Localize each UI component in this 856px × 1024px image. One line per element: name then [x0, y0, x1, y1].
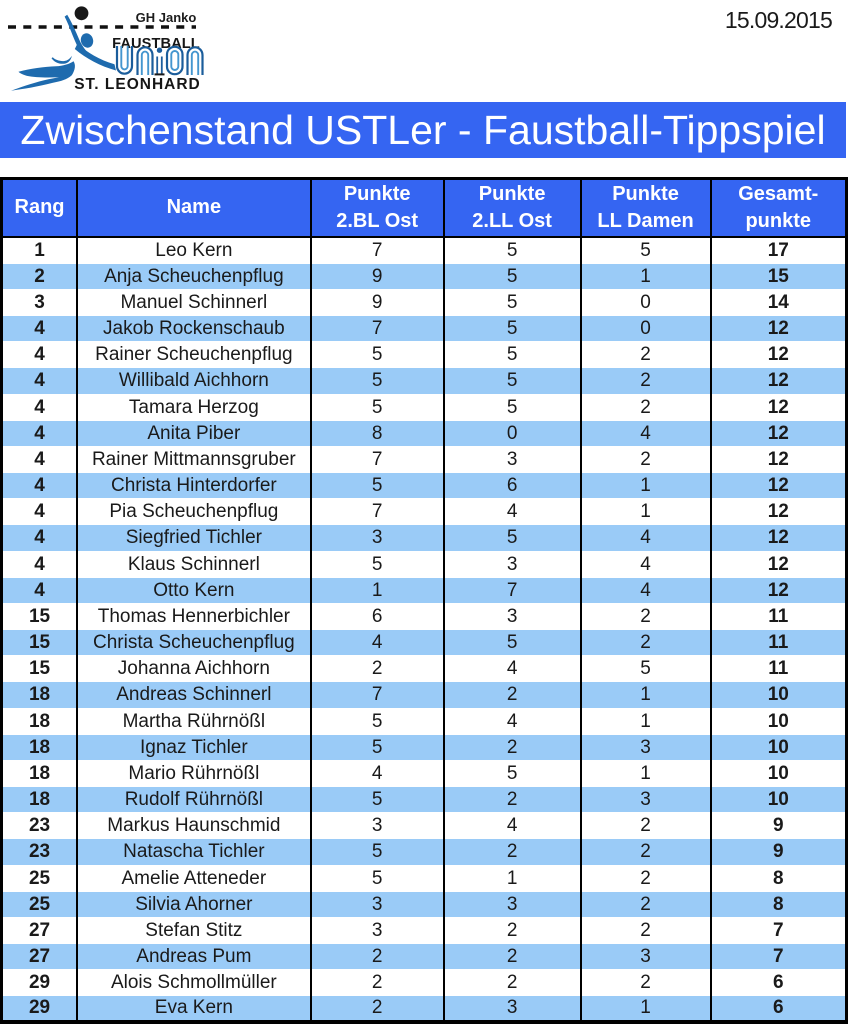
svg-text:ST. LEONHARD: ST. LEONHARD	[74, 76, 201, 93]
svg-text:FAUSTBALL: FAUSTBALL	[112, 36, 200, 52]
svg-text:GH Janko: GH Janko	[136, 10, 197, 25]
